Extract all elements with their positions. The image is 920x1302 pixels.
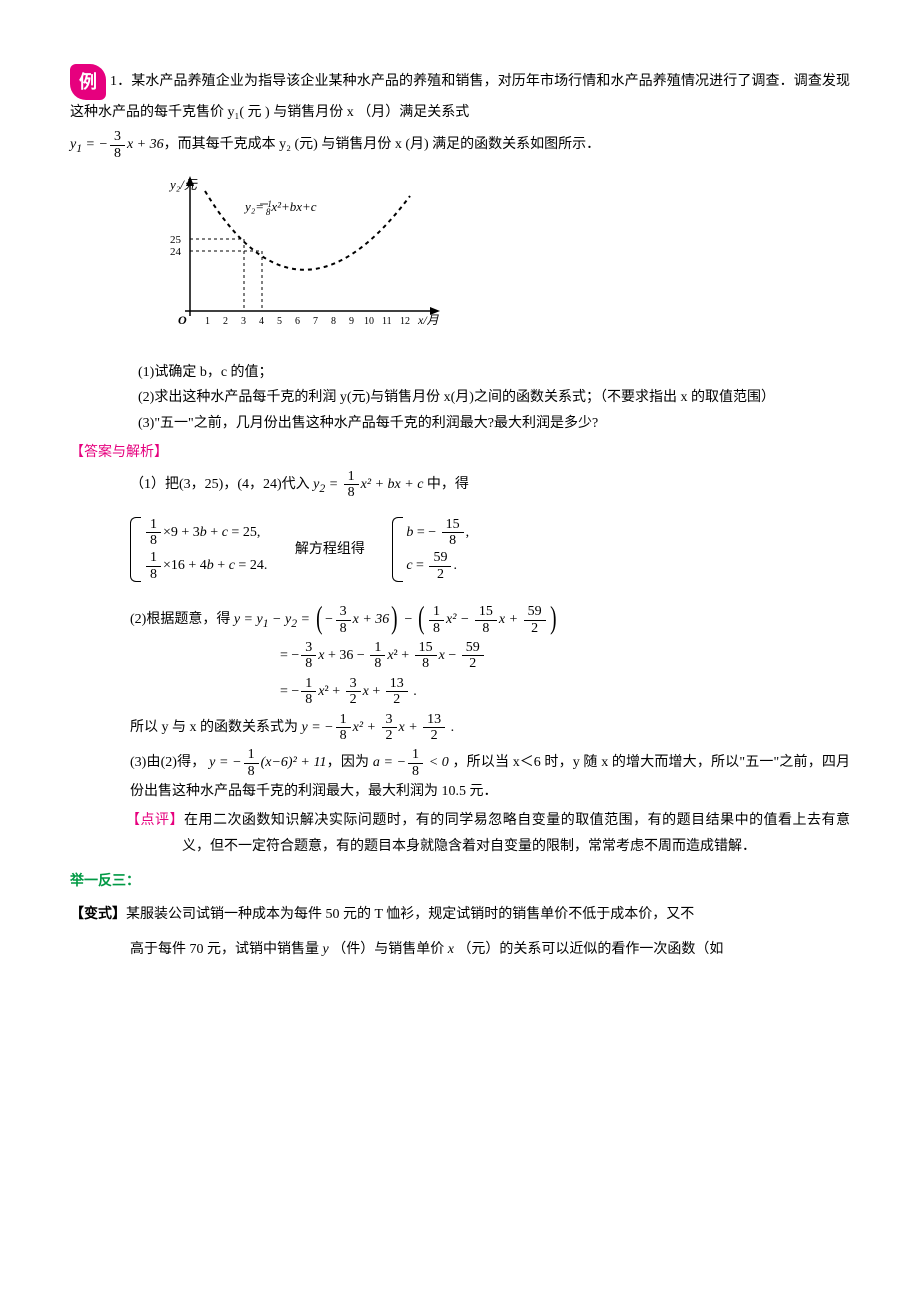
x-axis-label: x/月	[417, 313, 440, 327]
problem-number: 1．	[110, 74, 131, 89]
ans1-lead: （1）把(3，25)，(4，24)代入	[130, 477, 310, 492]
variant-problem: 【变式】某服装公司试销一种成本为每件 50 元的 T 恤衫，规定试销时的销售单价…	[70, 902, 850, 962]
ans1-eq-target: y2 =	[313, 477, 342, 492]
cost-chart: y₂/元 25 24 123 456 789 101112 x/月 O y₂= …	[150, 171, 850, 350]
subquestion-1: (1)试确定 b，c 的值；	[138, 360, 850, 385]
y-axis-label: y₂/元	[168, 177, 198, 192]
ans2-row2: = −38x + 36 − 18x² + 158x − 592	[280, 640, 850, 672]
answer-3: (3)由(2)得， y = −18(x−6)² + 11，因为 a = −18 …	[130, 747, 850, 804]
svg-text:10: 10	[364, 316, 374, 327]
system-right: b = − 158, c = 592.	[392, 515, 469, 585]
svg-text:12: 12	[400, 316, 410, 327]
answer-2: (2)根据题意，得 y = y1 − y2 = (−38x + 36) − (1…	[130, 604, 850, 743]
system-left: 18×9 + 3b + c = 25, 18×16 + 4b + c = 24.	[130, 515, 267, 585]
bianshi-body-1: 某服装公司试销一种成本为每件 50 元的 T 恤衫，规定试销时的销售单价不低于成…	[126, 907, 694, 922]
ytick-24: 24	[170, 246, 182, 258]
comment: 【点评】在用二次函数知识解决实际问题时，有的同学易忽略自变量的取值范围，有的题目…	[126, 808, 850, 858]
svg-text:9: 9	[349, 316, 354, 327]
ans2-lead: (2)根据题意，得	[130, 612, 230, 627]
ju-yi-fan-san: 举一反三：	[70, 869, 850, 894]
svg-text:6: 6	[295, 316, 300, 327]
svg-text:1: 1	[205, 316, 210, 327]
svg-text:11: 11	[382, 316, 392, 327]
example-badge: 例	[70, 64, 106, 100]
comment-body: 在用二次函数知识解决实际问题时，有的同学易忽略自变量的取值范围，有的题目结果中的…	[182, 813, 850, 853]
svg-text:7: 7	[313, 316, 318, 327]
chart-svg: y₂/元 25 24 123 456 789 101112 x/月 O y₂= …	[150, 171, 450, 341]
subquestion-2: (2)求出这种水产品每千克的利润 y(元)与销售月份 x(月)之间的函数关系式；…	[138, 385, 850, 410]
bianshi-body-2: 高于每件 70 元，试销中销售量 y （件）与销售单价 x （元）的关系可以近似…	[130, 937, 850, 962]
svg-text:3: 3	[241, 316, 246, 327]
ans2-row3: = −18x² + 32x + 132 .	[280, 676, 850, 708]
x-ticks: 123 456 789 101112	[205, 316, 410, 327]
svg-text:2: 2	[223, 316, 228, 327]
problem-equation-line: y1 = −38x + 36，而其每千克成本 y₂ (元) 与销售月份 x (月…	[70, 129, 850, 161]
svg-text:5: 5	[277, 316, 282, 327]
curve-label: y₂= 18x²+bx+c	[243, 199, 317, 217]
y1-rhs: x + 36	[127, 137, 164, 152]
ans2-tail: 所以 y 与 x 的函数关系式为 y = −18x² + 32x + 132 .	[130, 712, 850, 744]
problem-statement: 例 1．某水产品养殖企业为指导该企业某种水产品的养殖和销售，对历年市场行情和水产品…	[70, 64, 850, 125]
origin-label: O	[178, 313, 187, 327]
bianshi-head: 【变式】	[70, 907, 126, 922]
subquestion-3: (3)"五一"之前，几月份出售这种水产品每千克的利润最大?最大利润是多少?	[138, 411, 850, 436]
frac-3-8: 38	[110, 129, 125, 161]
comment-head: 【点评】	[126, 813, 184, 828]
answer-heading: 【答案与解析】	[70, 440, 850, 465]
ytick-25: 25	[170, 234, 182, 246]
svg-text:8: 8	[331, 316, 336, 327]
answer-1: （1）把(3，25)，(4，24)代入 y2 = 18x² + bx + c 中…	[130, 469, 850, 590]
svg-text:4: 4	[259, 316, 264, 327]
ans1-mid: 解方程组得	[295, 542, 365, 557]
ans1-lead-tail: 中，得	[427, 477, 469, 492]
problem-text-2: ，而其每千克成本 y₂ (元) 与销售月份 x (月) 满足的函数关系如图所示．	[164, 137, 601, 152]
problem-text-1: 某水产品养殖企业为指导该企业某种水产品的养殖和销售，对历年市场行情和水产品养殖情…	[70, 74, 850, 120]
y1-lhs: y1 = −	[70, 137, 108, 152]
